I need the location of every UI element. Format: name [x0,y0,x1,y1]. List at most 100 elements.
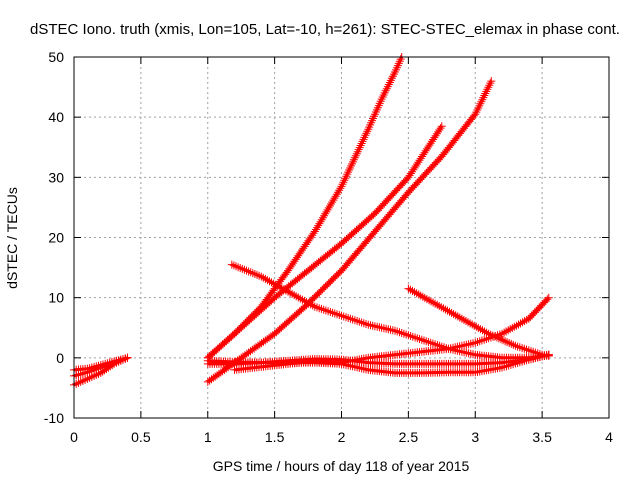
data-point [353,147,362,156]
data-point [337,182,346,191]
data-point [257,272,266,281]
series-7 [203,350,553,368]
data-point [238,264,247,273]
data-point [339,178,348,187]
data-point [236,264,245,272]
data-point [512,321,521,330]
series-5 [203,122,446,362]
x-tick-label: 2.5 [399,429,419,445]
data-point [246,268,255,277]
x-tick-label: 4 [605,429,613,445]
data-point [472,108,481,117]
x-tick-label: 0 [70,429,78,445]
data-point [482,87,491,96]
data-point [480,91,489,100]
data-point [244,267,253,276]
data-point [366,120,375,129]
y-tick-label: -10 [44,410,64,426]
data-point [351,151,360,160]
data-point [420,293,429,302]
y-tick-label: 40 [48,109,64,125]
data-point [331,272,340,281]
data-point [355,143,364,152]
data-point [462,317,470,325]
data-point [363,127,372,136]
data-point [310,293,319,302]
data-point [449,310,458,319]
data-point [359,135,368,144]
data-point [486,79,495,88]
data-point [436,124,445,133]
data-point [302,298,311,307]
data-point [404,284,413,293]
data-point [470,321,479,330]
data-point [269,279,278,288]
data-point [474,104,483,112]
data-point [394,59,403,68]
data-point [439,304,448,313]
data-point [352,149,361,158]
series-6 [203,77,496,386]
data-point [485,81,494,90]
data-point [499,336,507,345]
data-point [383,82,392,91]
data-point [433,300,442,309]
data-point [486,330,495,339]
data-point [464,318,472,327]
data-point [494,334,503,343]
axis-ticks [73,56,610,419]
y-tick-label: 50 [48,49,64,65]
data-point [492,333,501,342]
data-point [414,290,423,299]
data-point [240,265,249,274]
data-point [412,289,421,298]
data-point [234,263,243,272]
x-tick-label: 1 [204,429,212,445]
data-point [457,314,466,323]
data-point [271,280,280,289]
data-point [445,307,454,316]
data-point [298,295,307,304]
data-point [396,55,405,64]
series-10 [227,260,553,362]
data-point [479,93,488,102]
data-point [304,299,313,308]
data-point [316,287,325,296]
data-point [388,72,397,81]
data-point [392,63,401,72]
data-point [447,308,456,317]
data-point [344,168,353,177]
data-point [497,335,505,344]
data-point [498,329,506,338]
data-point [261,274,270,283]
data-point [377,95,386,104]
data-point [502,327,511,336]
data-point [358,137,367,146]
data-point [267,278,276,287]
x-tick-label: 3 [471,429,479,445]
data-point [338,180,347,189]
data-point [323,280,332,289]
data-point [318,285,327,294]
data-point [544,352,553,360]
series-4 [203,53,406,362]
data-point [476,99,485,108]
data-point [345,166,354,174]
series-11 [404,284,553,360]
data-point [520,317,529,325]
data-point [466,319,475,328]
data-point [349,155,358,164]
data-point [248,269,257,278]
y-tick-label: 20 [48,230,64,246]
data-point [544,293,553,302]
x-tick-label: 1.5 [265,429,285,445]
data-point [371,108,380,116]
data-point [504,326,513,335]
x-tick-label: 0.5 [131,429,151,445]
data-point [229,261,238,270]
data-point [459,315,468,324]
data-point [483,85,492,94]
y-tick-label: 30 [48,169,64,185]
data-point [418,292,427,301]
